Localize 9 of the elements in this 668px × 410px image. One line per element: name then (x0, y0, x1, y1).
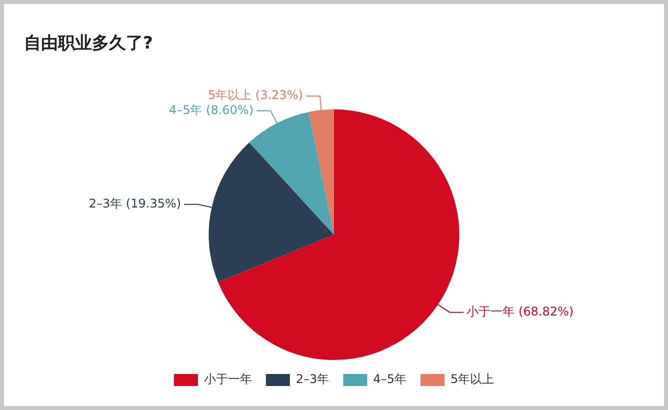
chart-title: 自由职业多久了? (24, 34, 153, 54)
legend-label: 小于一年 (204, 372, 252, 386)
data-label: 小于一年 (68.82%) (466, 304, 574, 318)
legend-label: 2–3年 (296, 372, 330, 386)
data-label: 4–5年 (8.60%) (168, 102, 254, 117)
data-label: 2–3年 (19.35%) (88, 196, 182, 210)
legend-label: 5年以上 (450, 372, 494, 386)
legend-label: 4–5年 (373, 372, 406, 386)
data-label: 5年以上 (3.23%) (208, 88, 303, 102)
